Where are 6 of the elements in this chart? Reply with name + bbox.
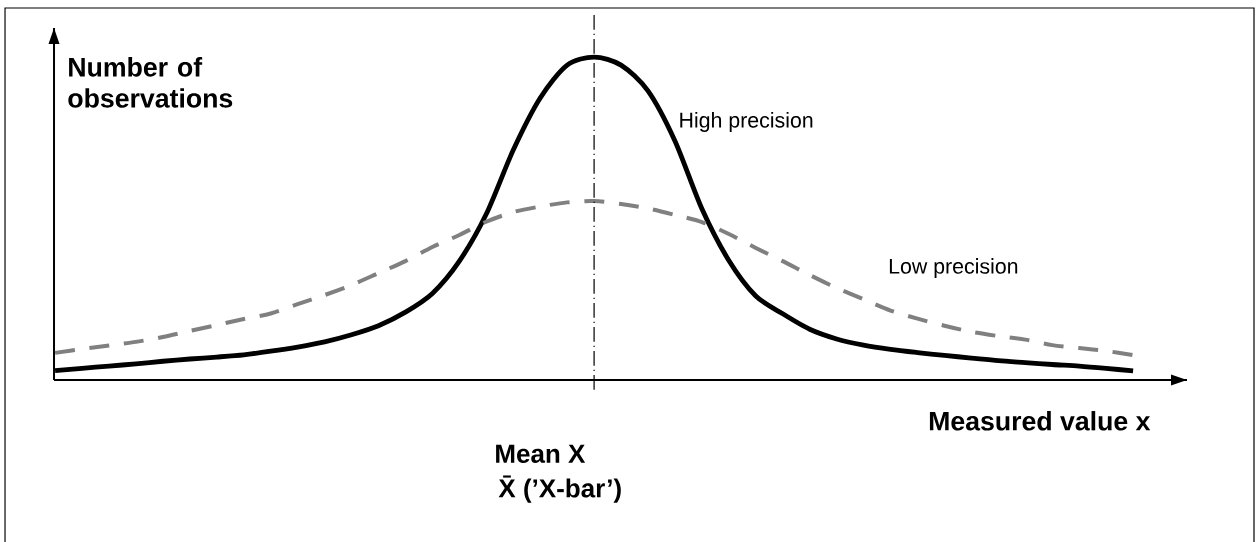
text: X̄ (’X-bar’) bbox=[498, 475, 621, 503]
series-label: High precision bbox=[680, 112, 813, 132]
series-label: Low precision bbox=[889, 258, 1018, 278]
x-axis-title: Measured value x bbox=[929, 411, 1151, 431]
text: Mean X bbox=[496, 444, 586, 463]
y-axis-title: Number of observations bbox=[68, 57, 233, 108]
